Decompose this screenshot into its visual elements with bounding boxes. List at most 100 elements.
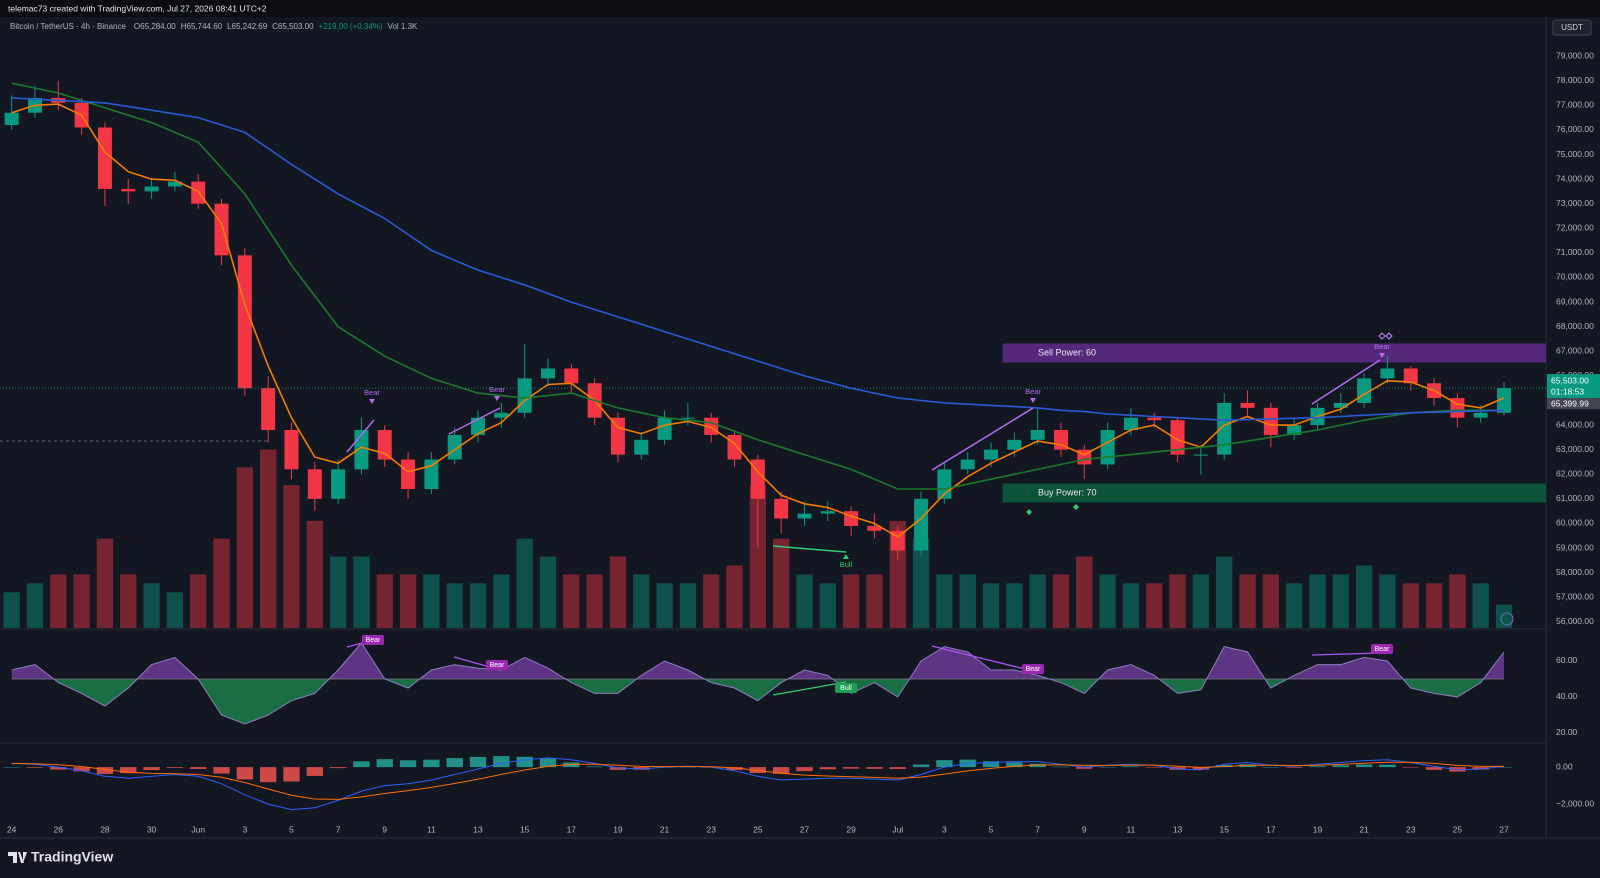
y-tick-label: 77,000.00 — [1556, 100, 1594, 110]
candle-body — [1100, 429, 1115, 465]
macd-histogram-bar — [936, 760, 953, 768]
candle-body — [774, 498, 789, 519]
macd-histogram-bar — [469, 756, 487, 768]
x-tick-label: 30 — [147, 824, 157, 834]
macd-histogram-bar — [1495, 766, 1513, 768]
price-tag-text: 65,503.00 — [1551, 375, 1589, 385]
signal-box — [1371, 644, 1393, 654]
candle-body — [144, 186, 159, 192]
macd-histogram-bar — [1052, 766, 1070, 768]
y-tick-label: 78,000.00 — [1556, 75, 1594, 85]
candle-body — [97, 127, 112, 189]
price-tag-text: 65,399.99 — [1551, 398, 1589, 408]
candle-body — [214, 203, 229, 256]
divergence-line — [772, 681, 847, 696]
signal-marker — [494, 396, 500, 401]
x-tick-label: 11 — [427, 824, 436, 834]
volume-bar — [1332, 574, 1349, 628]
y-tick-label: 20.00 — [1556, 727, 1578, 737]
volume-bar — [1495, 604, 1513, 628]
volume-bar — [283, 485, 300, 628]
volume-bar — [213, 538, 230, 628]
signal-label: Bear — [1375, 646, 1390, 653]
x-tick-label: 5 — [989, 824, 994, 834]
volume-bar — [1146, 583, 1163, 628]
volume-bar — [796, 574, 813, 628]
candle-body — [960, 459, 975, 470]
signal-marker — [1030, 398, 1036, 403]
candle-body — [1193, 454, 1208, 456]
macd-histogram-bar — [773, 767, 790, 774]
macd-histogram-bar — [259, 767, 277, 783]
macd-histogram-bar — [1146, 767, 1163, 768]
volume-bar — [819, 583, 836, 628]
macd-histogram-bar — [1192, 767, 1210, 770]
macd-histogram-bar — [819, 767, 836, 770]
signal-label: Bull — [840, 560, 853, 569]
macd-histogram-bar — [493, 756, 510, 768]
volume-bar — [423, 574, 440, 628]
signal-label: Bear — [1026, 666, 1041, 673]
candle-body — [820, 511, 835, 514]
legend: Bitcoin / TetherUS · 4h · Binance — [10, 22, 126, 31]
moving-average — [11, 97, 1505, 422]
volume-bar — [469, 583, 487, 628]
volume-bar — [1355, 565, 1373, 628]
volume-bar — [1076, 556, 1093, 628]
signal-line — [11, 761, 1504, 800]
candle-body — [797, 513, 812, 519]
x-tick-label: 7 — [336, 824, 341, 834]
candle-body — [1240, 402, 1255, 408]
divergence-line — [1311, 359, 1381, 405]
macd-histogram-bar — [446, 758, 463, 768]
x-tick-label: 27 — [800, 824, 810, 834]
y-tick-label: 60.00 — [1556, 655, 1578, 665]
volume-bar — [539, 556, 557, 628]
y-tick-label: 71,000.00 — [1556, 247, 1594, 257]
plot-area: Sell Power: 60 Buy Power: 70 Bear Bear Bear B… — [0, 80, 1546, 811]
macd-histogram-bar — [1379, 764, 1396, 768]
x-tick-label: 28 — [100, 824, 110, 834]
y-tick-label: 40.00 — [1556, 691, 1578, 701]
y-tick-label: 76,000.00 — [1556, 124, 1594, 134]
volume-bar — [73, 574, 90, 628]
legend-value: +219.00 (+0.34%) — [319, 22, 383, 31]
legend-value: O65,284.00 — [134, 22, 176, 31]
macd-histogram-bar — [1029, 763, 1046, 768]
volume-bar — [982, 583, 1000, 628]
volume-bar — [1262, 574, 1280, 628]
macd-line — [11, 757, 1505, 811]
candle-body — [564, 368, 579, 384]
macd-histogram-bar — [889, 767, 906, 769]
currency-button[interactable] — [1552, 19, 1592, 36]
volume-bar — [1006, 583, 1023, 628]
x-tick-label: 3 — [942, 824, 947, 834]
y-tick-label: −2,000.00 — [1556, 798, 1594, 808]
macd-histogram-bar — [423, 759, 440, 768]
divergence-line — [931, 407, 1034, 471]
zone-box — [1002, 343, 1546, 363]
macd-histogram-bar — [912, 764, 930, 768]
candle-body — [540, 368, 555, 379]
signal-marker — [1379, 353, 1385, 358]
candle-body — [331, 469, 346, 499]
volume-bar — [1286, 583, 1303, 628]
volume-bar — [399, 574, 417, 628]
y-tick-label: 73,000.00 — [1556, 198, 1594, 208]
signal-box — [835, 683, 857, 693]
macd-histogram-bar — [120, 767, 137, 774]
volume-bar — [563, 574, 580, 628]
rsi-fill-above — [11, 643, 1505, 679]
signal-label: Bear — [364, 388, 380, 397]
alert-icon[interactable] — [1500, 612, 1514, 626]
macd-histogram-bar — [1122, 766, 1140, 768]
macd-histogram-bar — [353, 761, 370, 768]
candle-body — [167, 181, 182, 187]
volume-bar — [190, 574, 207, 628]
volume-bar — [1052, 574, 1070, 628]
y-tick-label: 67,000.00 — [1556, 346, 1594, 356]
volume-bar — [1402, 583, 1419, 628]
macd-histogram-bar — [1402, 767, 1419, 768]
